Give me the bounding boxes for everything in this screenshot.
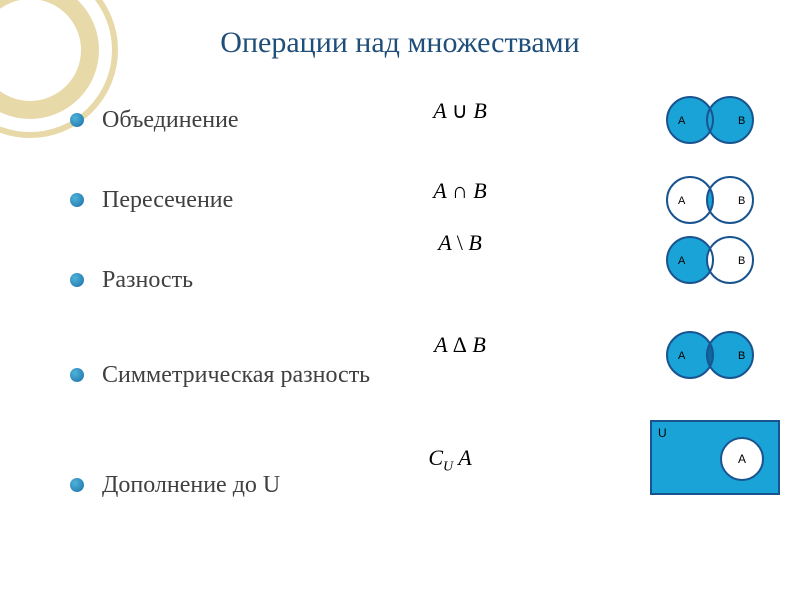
difference-diagram: A B	[660, 235, 760, 290]
union-formula: A ∪ B	[380, 98, 540, 124]
bullet-icon	[70, 113, 84, 127]
complement-label: Дополнение до U	[102, 472, 392, 499]
svg-text:B: B	[738, 115, 745, 127]
svg-text:B: B	[738, 350, 745, 362]
u-label: U	[658, 426, 667, 440]
bullet-icon	[70, 273, 84, 287]
complement-formula: CU A	[370, 445, 530, 475]
row-union: Объединение A ∪ B A B	[70, 80, 770, 160]
formula-a: A	[438, 230, 451, 255]
svg-text:A: A	[678, 255, 686, 267]
difference-formula: A \ B	[380, 230, 540, 256]
page-title: Операции над множествами	[0, 0, 800, 60]
symdiff-diagram: A B	[660, 330, 760, 385]
formula-c: C	[428, 445, 443, 470]
symdiff-label: Симметрическая разность	[102, 362, 392, 389]
bullet-icon	[70, 478, 84, 492]
formula-a: A	[458, 445, 471, 470]
bullet-icon	[70, 368, 84, 382]
difference-label: Разность	[102, 267, 392, 294]
svg-text:A: A	[678, 195, 686, 207]
intersection-label: Пересечение	[102, 187, 392, 214]
svg-text:B: B	[738, 195, 745, 207]
row-difference: Разность A \ B A B	[70, 240, 770, 320]
formula-op: \	[457, 230, 463, 255]
svg-text:A: A	[678, 350, 686, 362]
intersection-diagram: A B	[660, 175, 760, 230]
formula-op: ∪	[452, 98, 468, 123]
row-complement: Дополнение до U CU A U A	[70, 430, 770, 540]
row-intersection: Пересечение A ∩ B A B	[70, 160, 770, 240]
formula-b: B	[473, 178, 486, 203]
formula-a: A	[433, 178, 446, 203]
svg-text:B: B	[738, 255, 745, 267]
union-label: Объединение	[102, 107, 392, 134]
bullet-icon	[70, 193, 84, 207]
union-diagram: A B	[660, 95, 760, 150]
operations-list: Объединение A ∪ B A B	[70, 80, 770, 540]
formula-op: Δ	[453, 332, 467, 357]
formula-a: A	[434, 332, 447, 357]
complement-diagram: U A	[650, 420, 780, 495]
row-symdiff: Симметрическая разность A Δ B A B	[70, 320, 770, 430]
symdiff-formula: A Δ B	[380, 332, 540, 358]
formula-sub: U	[443, 459, 453, 474]
formula-b: B	[472, 332, 485, 357]
svg-text:A: A	[678, 115, 686, 127]
formula-a: A	[433, 98, 446, 123]
formula-b: B	[468, 230, 481, 255]
intersection-formula: A ∩ B	[380, 178, 540, 204]
a-label: A	[738, 452, 746, 466]
formula-op: ∩	[452, 178, 468, 203]
formula-b: B	[473, 98, 486, 123]
